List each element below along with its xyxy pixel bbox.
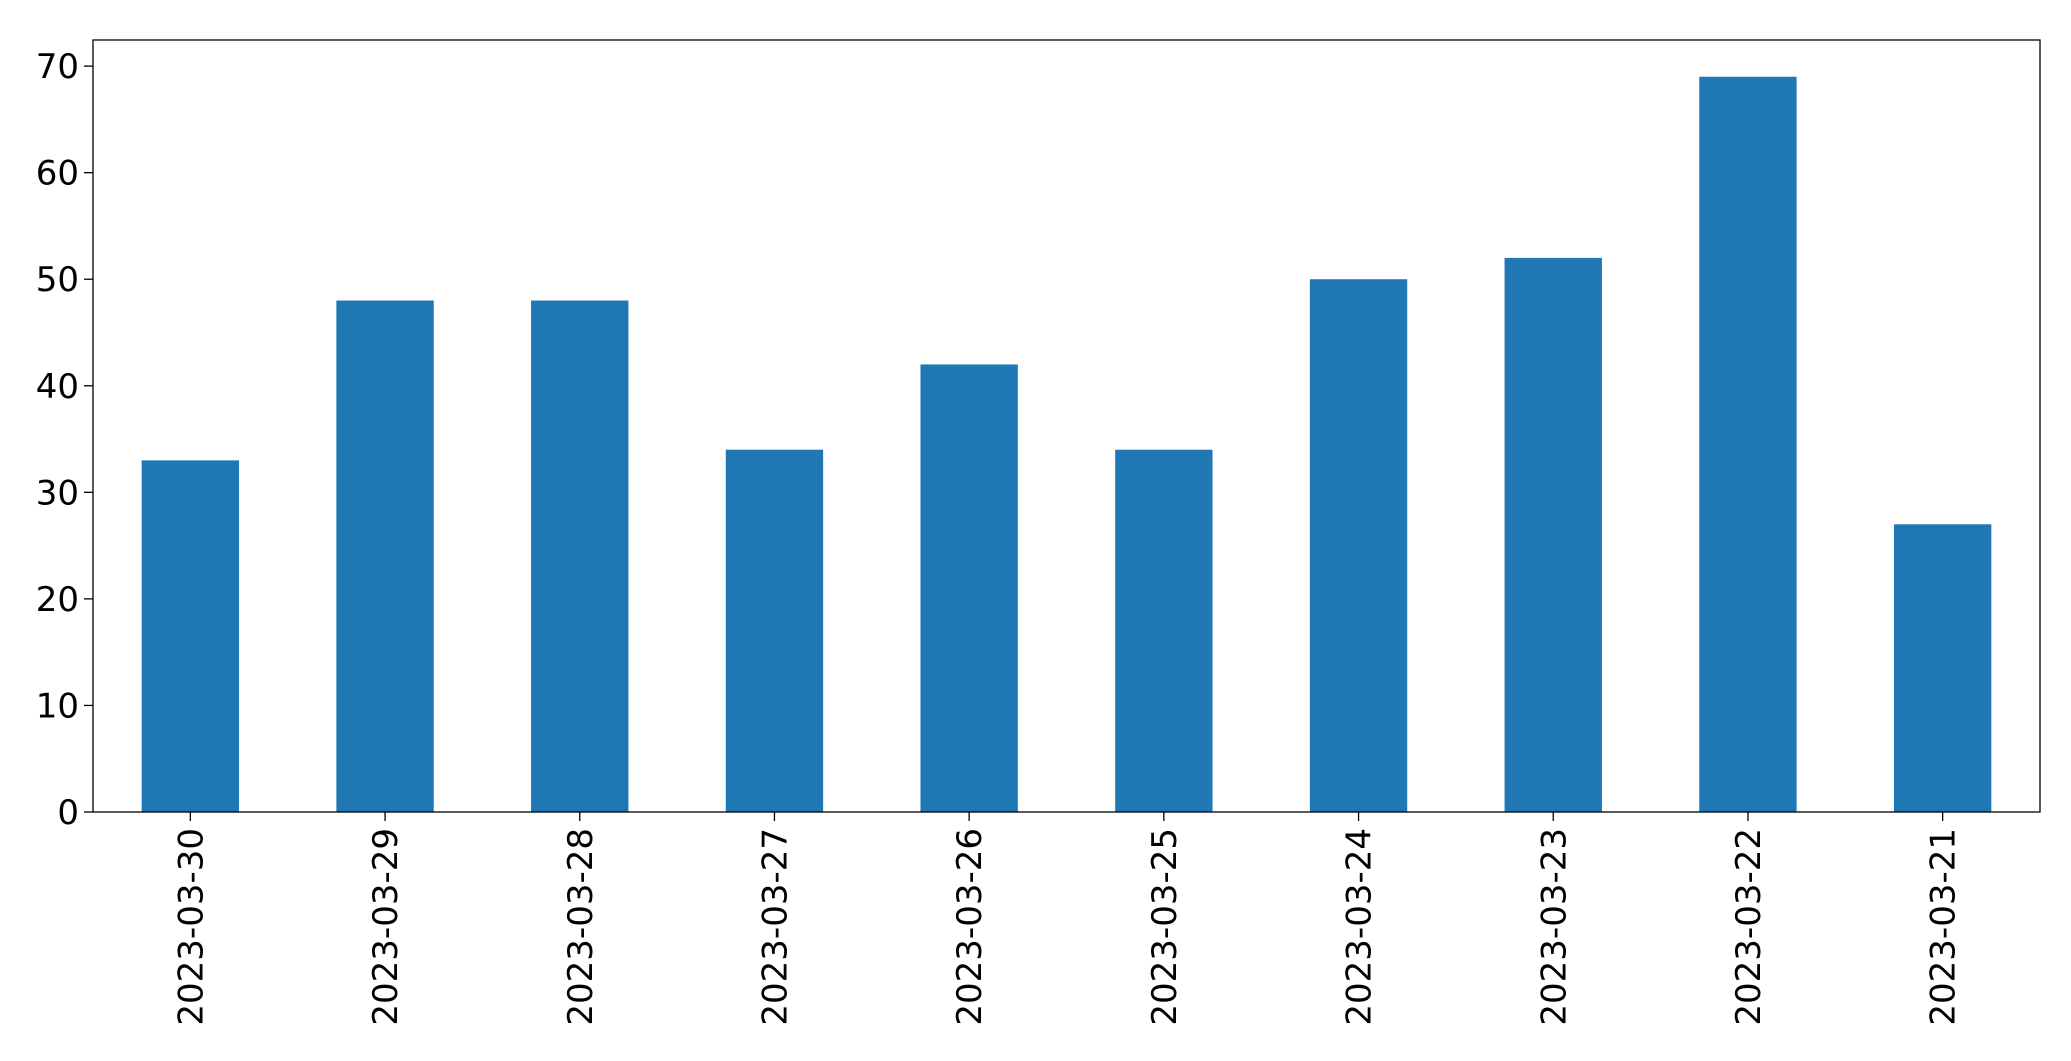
x-tick-label: 2023-03-25 [1145,828,1185,1026]
x-tick-label: 2023-03-23 [1534,828,1574,1026]
bar [531,300,629,812]
x-tick-label: 2023-03-24 [1340,828,1380,1026]
y-tick-label: 10 [36,686,79,726]
x-tick-label: 2023-03-26 [950,828,990,1026]
y-tick-label: 20 [36,580,79,620]
x-tick-label: 2023-03-22 [1729,828,1769,1026]
bar [1115,449,1213,812]
bar [1699,76,1797,812]
bar [1893,524,1992,812]
y-tick-label: 40 [36,367,79,407]
bar [725,449,824,812]
x-tick-label: 2023-03-21 [1924,828,1964,1026]
x-tick-label: 2023-03-29 [366,828,406,1026]
bar [336,300,434,812]
y-tick-label: 60 [36,154,79,194]
x-tick-label: 2023-03-27 [755,828,795,1026]
bar [1309,279,1408,813]
y-tick-label: 0 [57,793,79,833]
bar [1504,257,1602,812]
y-tick-label: 70 [36,47,79,87]
x-tick-label: 2023-03-30 [171,828,211,1026]
y-tick-label: 30 [36,473,79,513]
bar [141,460,240,812]
bar [920,364,1018,812]
y-tick-label: 50 [36,260,79,300]
x-tick-label: 2023-03-28 [561,828,601,1026]
plot-frame [92,39,2041,813]
